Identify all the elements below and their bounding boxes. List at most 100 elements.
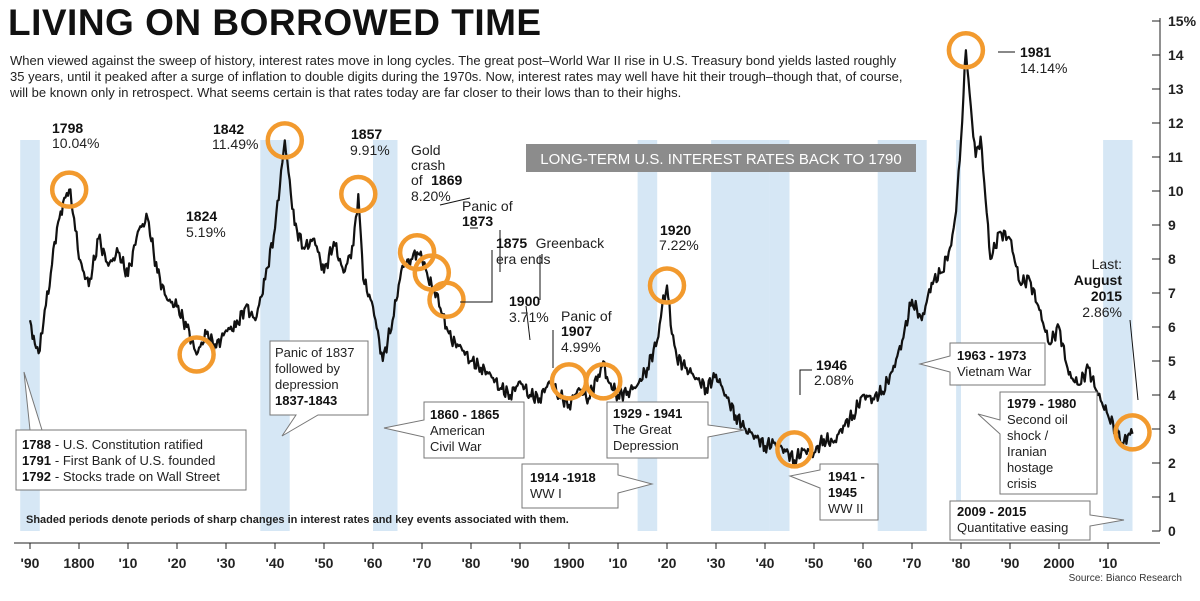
- leader-1946: [799, 369, 812, 395]
- event-1788-text: - U.S. Constitution ratified: [55, 437, 203, 452]
- event-box-1860: [383, 401, 525, 459]
- event-1979-years: 1979 - 1980: [1007, 396, 1076, 411]
- highlight-circle-1: [177, 335, 216, 374]
- event-1979-line4: hostage: [1007, 460, 1053, 475]
- annotation-1907-year: 1907: [561, 323, 592, 339]
- annotation-1946-value: 2.08%: [814, 372, 854, 388]
- event-1963-years: 1963 - 1973: [957, 348, 1026, 363]
- annotation-1907-line1: Panic of: [561, 308, 612, 324]
- y-tick-label-0: 0: [1168, 523, 1176, 539]
- x-tick-label-1: 1800: [63, 555, 94, 571]
- event-1792: 1792 - Stocks trade on Wall Street: [22, 469, 220, 484]
- highlight-circle-9: [647, 266, 687, 305]
- event-1929-line2: Depression: [613, 438, 679, 453]
- x-tick-label-21: 2000: [1043, 555, 1074, 571]
- source-note: Source: Bianco Research: [1069, 573, 1182, 584]
- annotation-1981-year: 1981: [1020, 44, 1051, 60]
- highlight-circle-2: [265, 121, 305, 160]
- x-tick-label-22: '10: [1099, 555, 1118, 571]
- shaded-period-4: [711, 140, 770, 531]
- annotation-1875-year: 1875: [496, 235, 527, 251]
- annotation-1857-year: 1857: [351, 126, 382, 142]
- annotation-1869-line2: crash: [411, 157, 445, 173]
- y-tick-label-5: 5: [1168, 353, 1176, 369]
- x-tick-label-5: '40: [266, 555, 285, 571]
- annotation-1869-value: 8.20%: [411, 188, 451, 204]
- annotation-1873-year: 1873: [462, 213, 493, 229]
- x-tick-label-16: '50: [805, 555, 824, 571]
- annotation-1981-value: 14.14%: [1020, 60, 1067, 76]
- annotation-last-line1: Last:: [1092, 256, 1122, 272]
- event-1788-year: 1788: [22, 437, 51, 452]
- event-1792-year: 1792: [22, 469, 51, 484]
- event-1860-line2: Civil War: [430, 439, 482, 454]
- annotation-1869-year: 1869: [431, 172, 462, 188]
- highlight-circle-11: [946, 30, 986, 70]
- event-2009-years: 2009 - 2015: [957, 504, 1026, 519]
- event-1929-line1: The Great: [613, 422, 672, 437]
- shaded-period-6: [877, 140, 927, 531]
- annotation-last-value: 2.86%: [1082, 304, 1122, 320]
- x-tick-label-12: '10: [609, 555, 628, 571]
- x-tick-label-18: '70: [903, 555, 922, 571]
- event-1929-years: 1929 - 1941: [613, 406, 682, 421]
- chart-subtitle: When viewed against the sweep of history…: [10, 53, 903, 100]
- annotation-1824-value: 5.19%: [186, 224, 226, 240]
- chart-banner-text: LONG-TERM U.S. INTEREST RATES BACK TO 17…: [540, 151, 901, 168]
- y-tick-label-8: 8: [1168, 251, 1176, 267]
- event-box-1979: [977, 391, 1098, 495]
- x-tick-label-4: '30: [217, 555, 236, 571]
- shaded-period-3: [637, 140, 658, 531]
- annotation-1900-value: 3.71%: [509, 309, 549, 325]
- highlight-circle-3: [339, 174, 378, 214]
- footnote: Shaded periods denote periods of sharp c…: [26, 514, 569, 526]
- chart-title: LIVING ON BORROWED TIME: [8, 2, 542, 43]
- x-tick-label-8: '70: [413, 555, 432, 571]
- x-tick-label-14: '30: [707, 555, 726, 571]
- annotation-1873-line1: Panic of: [462, 198, 513, 214]
- annotation-1920-year: 1920: [660, 222, 691, 238]
- shaded-period-8: [1103, 140, 1133, 531]
- event-box-1941: [788, 463, 879, 521]
- x-tick-label-10: '90: [511, 555, 530, 571]
- event-1963-line1: Vietnam War: [957, 364, 1032, 379]
- x-tick-label-2: '10: [119, 555, 138, 571]
- event-box-2009: [949, 500, 1125, 541]
- annotation-1869-line1: Gold: [411, 142, 441, 158]
- x-tick-label-15: '40: [756, 555, 775, 571]
- annotation-1869-line3: of 1869: [411, 172, 462, 189]
- event-1914-years: 1914 -1918: [530, 470, 596, 485]
- event-1941-years2: 1945: [828, 485, 857, 500]
- shaded-period-5: [769, 140, 790, 531]
- event-box-1914: [521, 463, 654, 509]
- event-1979-line3: Iranian: [1007, 444, 1047, 459]
- annotation-1875-text: Greenback: [536, 235, 605, 251]
- event-box-1788: [15, 371, 247, 491]
- x-tick-label-9: '80: [462, 555, 481, 571]
- event-1837-years: 1837-1843: [275, 393, 337, 408]
- leader-1869: [439, 197, 471, 206]
- annotation-1875-line1: 1875 Greenback: [496, 235, 605, 252]
- annotation-1875-line2: era ends: [496, 251, 550, 267]
- annotation-1798-year: 1798: [52, 120, 83, 136]
- shaded-period-2: [373, 140, 398, 531]
- annotation-1900-year: 1900: [509, 293, 540, 309]
- event-1941-years: 1941 -: [828, 469, 865, 484]
- event-1791-year: 1791: [22, 453, 51, 468]
- y-tick-label-1: 1: [1168, 489, 1176, 505]
- event-1788: 1788 - U.S. Constitution ratified: [22, 437, 203, 452]
- y-tick-label-12: 12: [1168, 115, 1184, 131]
- x-tick-label-7: '60: [364, 555, 383, 571]
- y-tick-label-2: 2: [1168, 455, 1176, 471]
- y-tick-label-13: 13: [1168, 81, 1184, 97]
- y-tick-label-15: 15%: [1168, 13, 1197, 29]
- event-1914-line1: WW I: [530, 486, 562, 501]
- event-1941-line1: WW II: [828, 501, 863, 516]
- annotation-1824-year: 1824: [186, 208, 217, 224]
- event-box-1929: [606, 401, 745, 459]
- event-1837-line1: Panic of 1837: [275, 345, 355, 360]
- annotation-1920-value: 7.22%: [659, 237, 699, 253]
- y-tick-label-7: 7: [1168, 285, 1176, 301]
- highlight-circle-10: [775, 430, 814, 469]
- shaded-period-1: [260, 140, 290, 531]
